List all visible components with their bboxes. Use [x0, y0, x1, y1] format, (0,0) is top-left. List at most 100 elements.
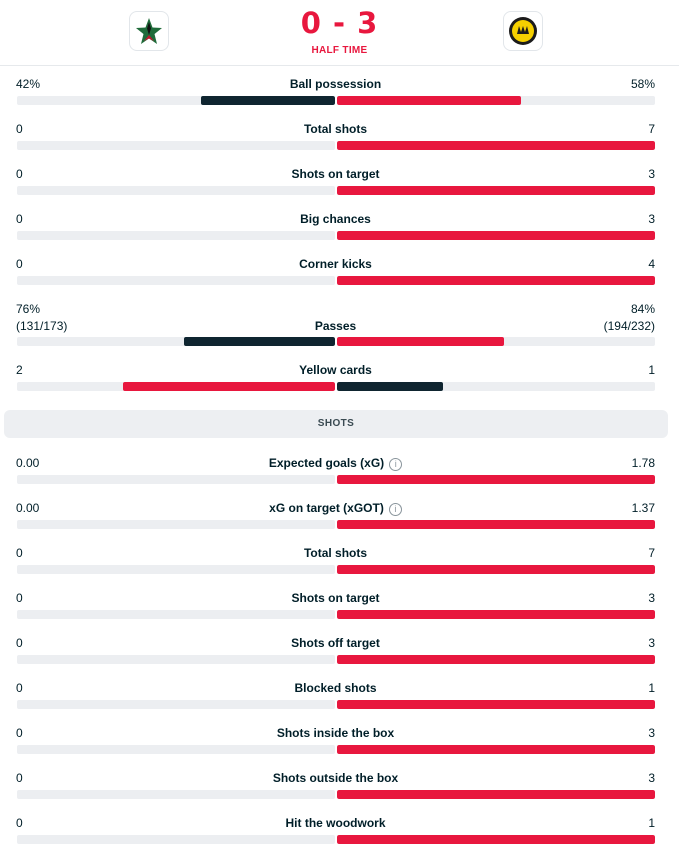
home-value: 0 [16, 591, 23, 605]
home-value: 0.00 [16, 456, 40, 470]
home-value: 0 [16, 726, 23, 740]
away-value: 7 [648, 122, 655, 136]
home-bar-track [17, 610, 335, 619]
home-bar-track [17, 96, 335, 105]
stat-label-text: Shots outside the box [272, 771, 399, 785]
away-bar-fill [337, 790, 655, 799]
away-bar-fill [337, 276, 655, 285]
home-bar-track [17, 700, 335, 709]
match-header: 0 - 3 HALF TIME [0, 0, 679, 66]
home-value: 42% [16, 77, 41, 91]
stat-label: Shots off target [0, 636, 671, 650]
stat-row: 0.00 xG on target (xGOT) i 1.37 [0, 501, 679, 541]
stat-label-text: Yellow cards [299, 363, 372, 377]
match-status: HALF TIME [311, 45, 368, 56]
home-bar-track [17, 276, 335, 285]
stat-row: 42% Ball possession 58% [0, 77, 679, 117]
stat-row: 2 Yellow cards 1 [0, 363, 679, 403]
stat-label: Total shots [0, 122, 671, 136]
away-bar-fill [337, 96, 521, 105]
stat-label-text: Big chances [300, 212, 371, 226]
away-bar-track [337, 520, 655, 529]
stat-label: Shots on target [0, 591, 671, 605]
away-value: 3 [648, 591, 655, 605]
away-bar-track [337, 700, 655, 709]
away-bar-track [337, 475, 655, 484]
away-passes-detail: (194/232) [603, 319, 655, 333]
stat-row: 0 Shots off target 3 [0, 636, 679, 676]
away-value: 1 [648, 363, 655, 377]
away-value: 3 [648, 167, 655, 181]
away-bar-track [337, 610, 655, 619]
stat-label-text: Total shots [303, 122, 368, 136]
stat-label-text: xG on target (xGOT) [269, 501, 384, 515]
stat-row: 0 Big chances 3 [0, 212, 679, 252]
match-score: 0 - 3 [300, 6, 379, 40]
home-team-logo[interactable] [129, 11, 169, 51]
stat-row: 0 Blocked shots 1 [0, 681, 679, 721]
stat-label-text: Blocked shots [294, 681, 377, 695]
away-bar-fill [337, 700, 655, 709]
stat-label: Corner kicks [0, 257, 671, 271]
away-bar-track [337, 186, 655, 195]
away-bar-fill [337, 565, 655, 574]
away-bar-track [337, 231, 655, 240]
away-bar-fill [337, 382, 443, 391]
stat-row: 0 Shots on target 3 [0, 591, 679, 631]
stat-label-text: Shots on target [291, 591, 380, 605]
stat-label: xG on target (xGOT) i [0, 501, 671, 516]
away-bar-fill [337, 141, 655, 150]
home-bar-track [17, 520, 335, 529]
stat-label: Passes [0, 319, 671, 333]
stat-row: 0 Total shots 7 [0, 122, 679, 162]
home-value: 0 [16, 122, 23, 136]
stat-label: Hit the woodwork [0, 816, 671, 830]
home-passes-detail: (131/173) [16, 319, 68, 333]
away-value: 1.37 [631, 501, 655, 515]
away-bar-track [337, 835, 655, 844]
stat-label: Shots outside the box [0, 771, 671, 785]
home-value: 0 [16, 681, 23, 695]
away-team-logo[interactable] [503, 11, 543, 51]
home-value: 0 [16, 546, 23, 560]
home-value: 0 [16, 212, 23, 226]
stat-label-text: Total shots [303, 546, 368, 560]
away-value: 58% [630, 77, 655, 91]
info-icon[interactable]: i [389, 458, 403, 471]
home-bar-fill [123, 382, 335, 391]
home-value: 76% [16, 302, 41, 316]
away-bar-track [337, 276, 655, 285]
star-crest-icon [136, 18, 162, 44]
home-value: 0 [16, 167, 23, 181]
stat-row: 0 Shots on target 3 [0, 167, 679, 207]
stat-label: Ball possession [0, 77, 671, 91]
away-bar-fill [337, 231, 655, 240]
home-bar-track [17, 565, 335, 574]
away-value: 3 [648, 726, 655, 740]
away-bar-fill [337, 655, 655, 664]
stat-label: Expected goals (xG) i [0, 456, 671, 471]
stat-label-text: Shots off target [291, 636, 380, 650]
away-value: 4 [648, 257, 655, 271]
stat-row: 0 Corner kicks 4 [0, 257, 679, 297]
home-value: 0 [16, 771, 23, 785]
home-bar-track [17, 186, 335, 195]
away-bar-fill [337, 610, 655, 619]
stat-label-text: Shots inside the box [276, 726, 395, 740]
stat-label: Yellow cards [0, 363, 671, 377]
info-icon[interactable]: i [388, 503, 402, 516]
home-bar-track [17, 745, 335, 754]
stat-label-text: Corner kicks [299, 257, 372, 271]
stat-label-text: Hit the woodwork [285, 816, 386, 830]
away-bar-fill [337, 475, 655, 484]
away-bar-track [337, 96, 655, 105]
section-header-shots: SHOTS [4, 410, 668, 438]
stat-row: 76% Passes 84% (131/173) (194/232) [0, 302, 679, 346]
home-bar-track [17, 790, 335, 799]
yellow-round-crest-icon [509, 17, 537, 45]
home-value: 2 [16, 363, 23, 377]
stat-row: 0 Shots inside the box 3 [0, 726, 679, 766]
away-bar-fill [337, 520, 655, 529]
home-value: 0.00 [16, 501, 40, 515]
away-bar-track [337, 141, 655, 150]
